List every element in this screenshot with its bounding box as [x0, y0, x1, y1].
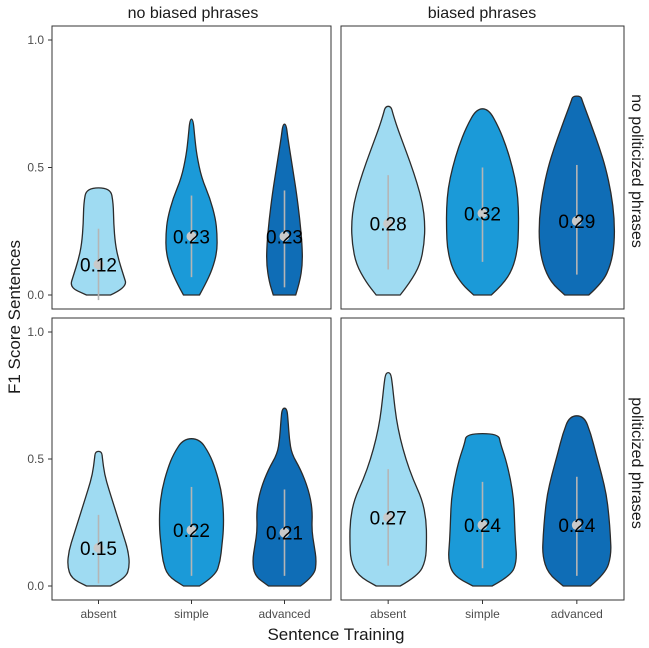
col-strip-label: no biased phrases — [128, 5, 259, 22]
row-strip-label: no politicized phrases — [628, 94, 645, 248]
panel: 0.0 0.5 1.0 0.12 0.23 0.23 — [27, 25, 332, 310]
median-label: 0.15 — [80, 539, 117, 560]
median-point — [383, 512, 394, 523]
x-tick-label: simple — [465, 607, 500, 621]
y-tick-label: 0.5 — [27, 452, 44, 466]
median-point — [571, 216, 582, 227]
x-tick-label: simple — [174, 607, 209, 621]
median-point — [477, 208, 488, 219]
median-label: 0.24 — [558, 516, 595, 537]
median-point — [93, 542, 104, 553]
y-tick-label: 0.0 — [27, 579, 44, 593]
panel: 0.0 0.5 1.0 absent simple advanced 0.15 0.22 0.2… — [27, 317, 332, 621]
median-point — [383, 218, 394, 229]
x-tick-label: absent — [370, 607, 407, 621]
median-label: 0.21 — [266, 524, 303, 545]
y-tick-label: 0.5 — [27, 161, 44, 175]
median-label: 0.28 — [370, 215, 407, 236]
median-point — [477, 520, 488, 531]
row-strip-label: politicized phrases — [628, 397, 645, 529]
panel: 0.28 0.32 0.29 — [340, 25, 625, 310]
y-tick-label: 1.0 — [27, 325, 44, 339]
median-point — [186, 525, 197, 536]
y-tick-label: 1.0 — [27, 33, 44, 47]
median-label: 0.22 — [173, 521, 210, 542]
x-tick-label: advanced — [551, 607, 603, 621]
median-label: 0.23 — [173, 227, 210, 248]
y-axis-title: F1 Score Sentences — [5, 240, 24, 394]
median-point — [571, 520, 582, 531]
median-label: 0.29 — [558, 212, 595, 233]
panel: absent simple advanced 0.27 0.24 0.24 — [340, 317, 625, 621]
median-label: 0.32 — [464, 204, 501, 225]
median-label: 0.23 — [266, 227, 303, 248]
median-point — [279, 231, 290, 242]
col-strip-label: biased phrases — [428, 5, 537, 22]
median-label: 0.12 — [80, 255, 117, 276]
median-point — [93, 259, 104, 270]
median-point — [279, 527, 290, 538]
x-tick-label: advanced — [258, 607, 310, 621]
median-label: 0.27 — [370, 508, 407, 529]
y-tick-label: 0.0 — [27, 288, 44, 302]
x-tick-label: absent — [80, 607, 117, 621]
x-axis-title: Sentence Training — [267, 625, 404, 644]
median-label: 0.24 — [464, 516, 501, 537]
median-point — [186, 231, 197, 242]
